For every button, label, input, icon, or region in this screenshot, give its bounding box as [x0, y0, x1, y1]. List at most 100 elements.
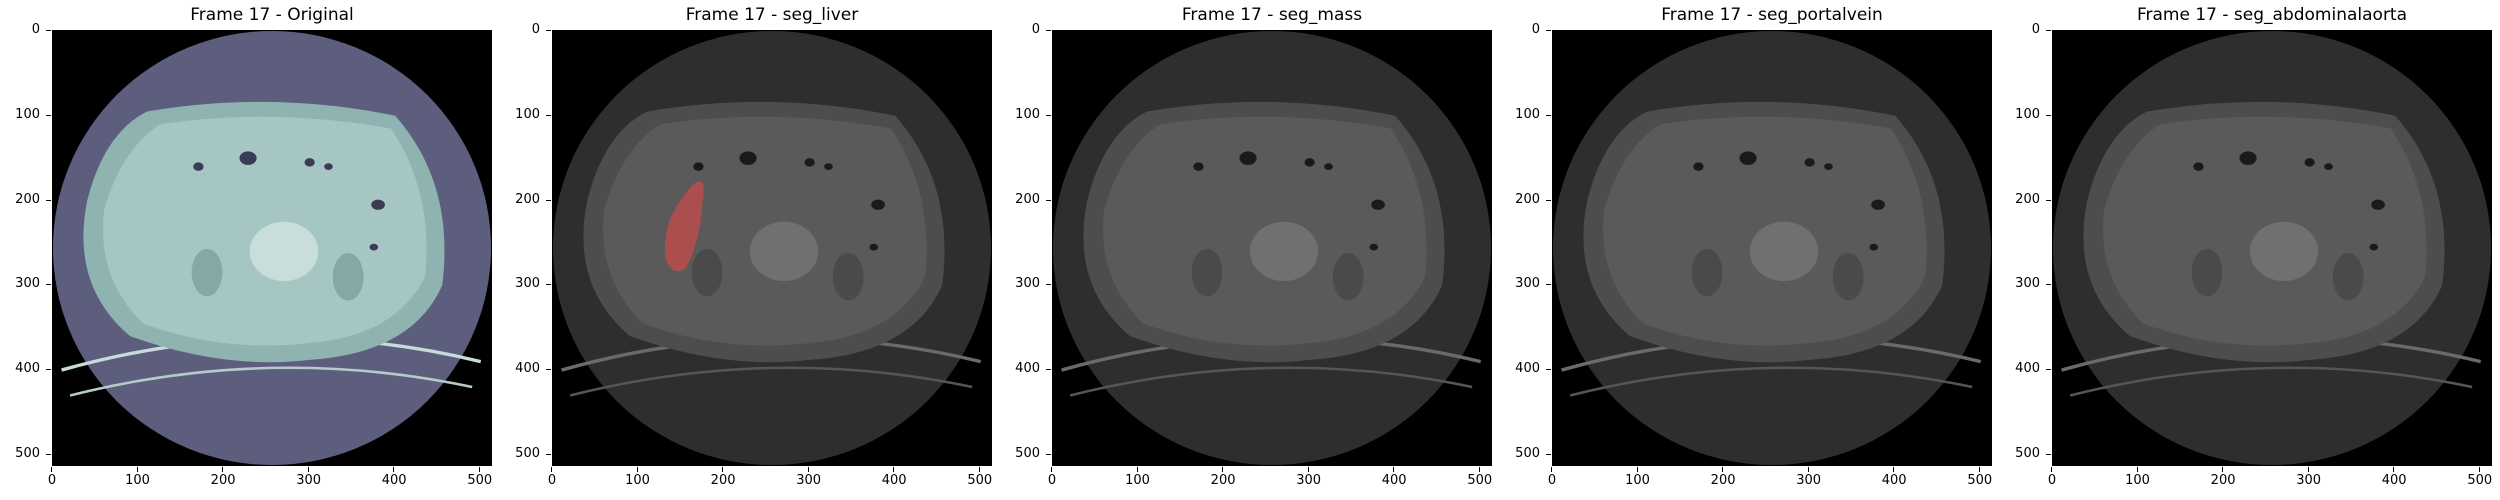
y-tick-label: 0 [500, 22, 551, 37]
kidney-right [1832, 253, 1864, 301]
bowel-gas [2193, 162, 2204, 171]
bowel-gas [371, 199, 385, 210]
bowel-gas [824, 163, 833, 171]
kidney-left [191, 248, 223, 297]
x-tick-label: 400 [1374, 467, 1414, 488]
y-tick-label: 500 [2000, 446, 2051, 461]
bowel-gas [2371, 199, 2385, 210]
bowel-gas [239, 151, 257, 165]
bowel-gas [1304, 158, 1315, 167]
ct-image [1552, 30, 1992, 466]
bowel-gas [1739, 151, 1757, 165]
spine-vertebra [249, 221, 319, 282]
ct-scan-image [53, 31, 491, 465]
y-tick-label: 400 [500, 361, 551, 376]
kidney-right [1332, 253, 1364, 301]
y-tick-label: 100 [1000, 107, 1051, 122]
liver-segmentation-overlay [665, 181, 704, 272]
x-tick-label: 500 [460, 467, 500, 488]
bowel-gas [2369, 243, 2379, 251]
x-tick-label: 100 [118, 467, 158, 488]
x-tick-label: 100 [618, 467, 658, 488]
y-tick-label: 0 [0, 22, 51, 37]
bowel-gas [1804, 158, 1815, 167]
kidney-left [691, 248, 723, 297]
image-panel: Frame 17 - seg_abdominalaorta 0 100 200 300 4… [2000, 0, 2492, 500]
ct-image [52, 30, 492, 466]
scanner-table-arc-lower [2069, 366, 2473, 397]
x-tick-label: 500 [1960, 467, 2000, 488]
ct-scan-image [2053, 31, 2491, 465]
y-tick-label: 400 [1500, 361, 1551, 376]
y-tick-label: 300 [500, 276, 551, 291]
spine-vertebra [1249, 221, 1319, 282]
x-tick-label: 0 [32, 467, 72, 488]
y-tick-label: 500 [1500, 446, 1551, 461]
x-tick-label: 200 [1203, 467, 1243, 488]
bowel-gas [804, 158, 815, 167]
kidney-right [832, 253, 864, 301]
ct-scan-image [1553, 31, 1991, 465]
panel-title: Frame 17 - seg_mass [1181, 5, 1363, 25]
image-panel: Frame 17 - seg_mass 0 100 200 300 400 500 0 100 2… [1000, 0, 1492, 500]
y-tick-label: 200 [2000, 192, 2051, 207]
bowel-gas [871, 199, 885, 210]
x-tick-label: 200 [203, 467, 243, 488]
bowel-gas [2304, 158, 2315, 167]
bowel-gas [1193, 162, 1204, 171]
ct-image [1052, 30, 1492, 466]
y-tick-label: 500 [0, 446, 51, 461]
x-tick-label: 500 [960, 467, 1000, 488]
panel-title: Frame 17 - seg_liver [685, 5, 859, 25]
x-tick-label: 400 [374, 467, 414, 488]
kidney-left [1191, 248, 1223, 297]
kidney-right [332, 253, 364, 301]
y-tick-label: 100 [0, 107, 51, 122]
x-tick-label: 300 [289, 467, 329, 488]
x-tick-label: 400 [1874, 467, 1914, 488]
spine-vertebra [1749, 221, 1819, 282]
x-tick-label: 300 [1289, 467, 1329, 488]
bowel-gas [324, 163, 333, 171]
bowel-gas [2239, 151, 2257, 165]
kidney-left [1691, 248, 1723, 297]
ct-scan-image [1053, 31, 1491, 465]
bowel-gas [869, 243, 879, 251]
bowel-gas [1239, 151, 1257, 165]
ct-image [2052, 30, 2492, 466]
image-panel: Frame 17 - seg_portalvein 0 100 200 300 400 50… [1500, 0, 1992, 500]
x-tick-label: 200 [1703, 467, 1743, 488]
x-tick-label: 100 [1118, 467, 1158, 488]
y-tick-label: 0 [1500, 22, 1551, 37]
spine-vertebra [749, 221, 819, 282]
bowel-gas [2324, 163, 2333, 171]
y-tick-label: 0 [2000, 22, 2051, 37]
bowel-gas [369, 243, 379, 251]
y-tick-label: 300 [2000, 276, 2051, 291]
y-tick-label: 200 [500, 192, 551, 207]
bowel-gas [1369, 243, 1379, 251]
x-tick-label: 500 [1460, 467, 1500, 488]
y-tick-label: 200 [1000, 192, 1051, 207]
panel-title: Frame 17 - seg_portalvein [1661, 5, 1883, 25]
image-panel: Frame 17 - seg_liver 0 100 200 300 400 500 0 100… [500, 0, 992, 500]
y-tick-label: 100 [1500, 107, 1551, 122]
bowel-gas [1869, 243, 1879, 251]
bowel-gas [304, 158, 315, 167]
x-tick-label: 100 [2118, 467, 2158, 488]
y-tick-label: 400 [1000, 361, 1051, 376]
bowel-gas [1871, 199, 1885, 210]
bowel-gas [1693, 162, 1704, 171]
ct-scan-image [553, 31, 991, 465]
x-tick-label: 300 [789, 467, 829, 488]
y-tick-label: 300 [1500, 276, 1551, 291]
y-tick-label: 100 [2000, 107, 2051, 122]
bowel-gas [739, 151, 757, 165]
bowel-gas [1371, 199, 1385, 210]
y-tick-label: 200 [0, 192, 51, 207]
y-tick-label: 500 [1000, 446, 1051, 461]
y-tick-label: 300 [0, 276, 51, 291]
x-tick-label: 0 [1032, 467, 1072, 488]
bowel-gas [1324, 163, 1333, 171]
panel-title: Frame 17 - Original [190, 5, 354, 25]
